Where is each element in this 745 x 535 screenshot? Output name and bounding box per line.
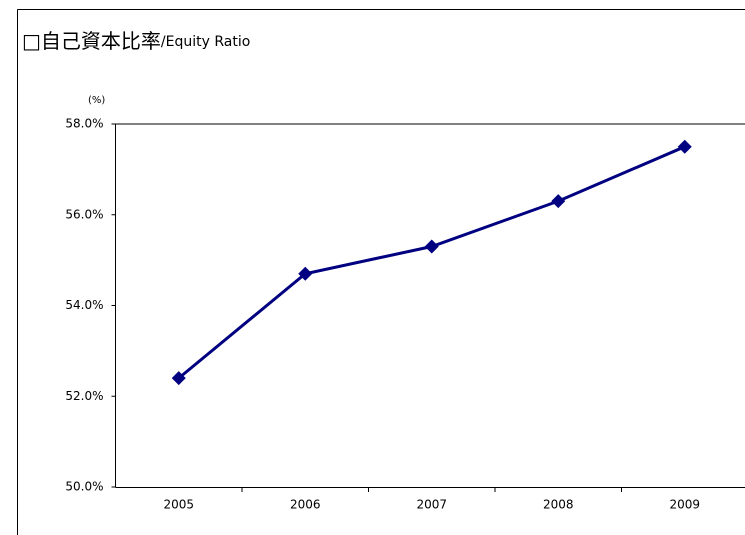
y-tick-label: 54.0% bbox=[65, 298, 103, 312]
y-tick-label: 58.0% bbox=[65, 117, 103, 131]
y-tick-label: 50.0% bbox=[65, 480, 103, 494]
chart-title: □自己資本比率/Equity Ratio bbox=[22, 29, 250, 53]
x-tick-label: 2005 bbox=[163, 498, 194, 512]
title: □自己資本比率 bbox=[22, 29, 161, 53]
marker bbox=[551, 194, 566, 209]
x-tick-label: 2006 bbox=[290, 498, 321, 512]
y-tick-label: 56.0% bbox=[65, 207, 103, 221]
marker bbox=[677, 139, 692, 154]
marker bbox=[171, 371, 186, 386]
subtitle: /Equity Ratio bbox=[161, 34, 250, 50]
x-tick-label: 2008 bbox=[543, 498, 574, 512]
x-tick-label: 2009 bbox=[669, 498, 700, 512]
marker bbox=[424, 239, 439, 254]
series-line bbox=[177, 145, 686, 380]
x-tick-label: 2007 bbox=[416, 498, 447, 512]
marker bbox=[298, 266, 313, 281]
y-tick-label: 52.0% bbox=[65, 389, 103, 403]
y-axis-label: (%) bbox=[88, 95, 105, 106]
